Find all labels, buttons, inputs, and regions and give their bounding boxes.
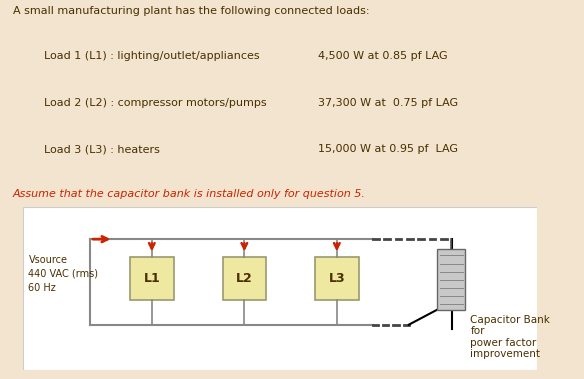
Text: Capacitor Bank
for
power factor
improvement: Capacitor Bank for power factor improvem… <box>471 315 550 359</box>
Bar <box>315 257 359 300</box>
Text: Load 1 (L1) : lighting/outlet/appliances: Load 1 (L1) : lighting/outlet/appliances <box>44 51 259 61</box>
Text: Assume that the capacitor bank is installed only for question 5.: Assume that the capacitor bank is instal… <box>13 189 366 199</box>
Text: A small manufacturing plant has the following connected loads:: A small manufacturing plant has the foll… <box>13 6 369 16</box>
Text: 4,500 W at 0.85 pf LAG: 4,500 W at 0.85 pf LAG <box>318 51 448 61</box>
Bar <box>130 257 173 300</box>
Text: Vsource
440 VAC (rms)
60 Hz: Vsource 440 VAC (rms) 60 Hz <box>29 255 99 293</box>
Text: L2: L2 <box>236 273 253 285</box>
Text: 37,300 W at  0.75 pf LAG: 37,300 W at 0.75 pf LAG <box>318 98 458 108</box>
Bar <box>223 257 266 300</box>
Text: 15,000 W at 0.95 pf  LAG: 15,000 W at 0.95 pf LAG <box>318 144 458 154</box>
Text: Load 2 (L2) : compressor motors/pumps: Load 2 (L2) : compressor motors/pumps <box>44 98 266 108</box>
Bar <box>437 249 465 310</box>
Text: L3: L3 <box>329 273 345 285</box>
Text: Load 3 (L3) : heaters: Load 3 (L3) : heaters <box>44 144 159 154</box>
Text: L1: L1 <box>144 273 160 285</box>
